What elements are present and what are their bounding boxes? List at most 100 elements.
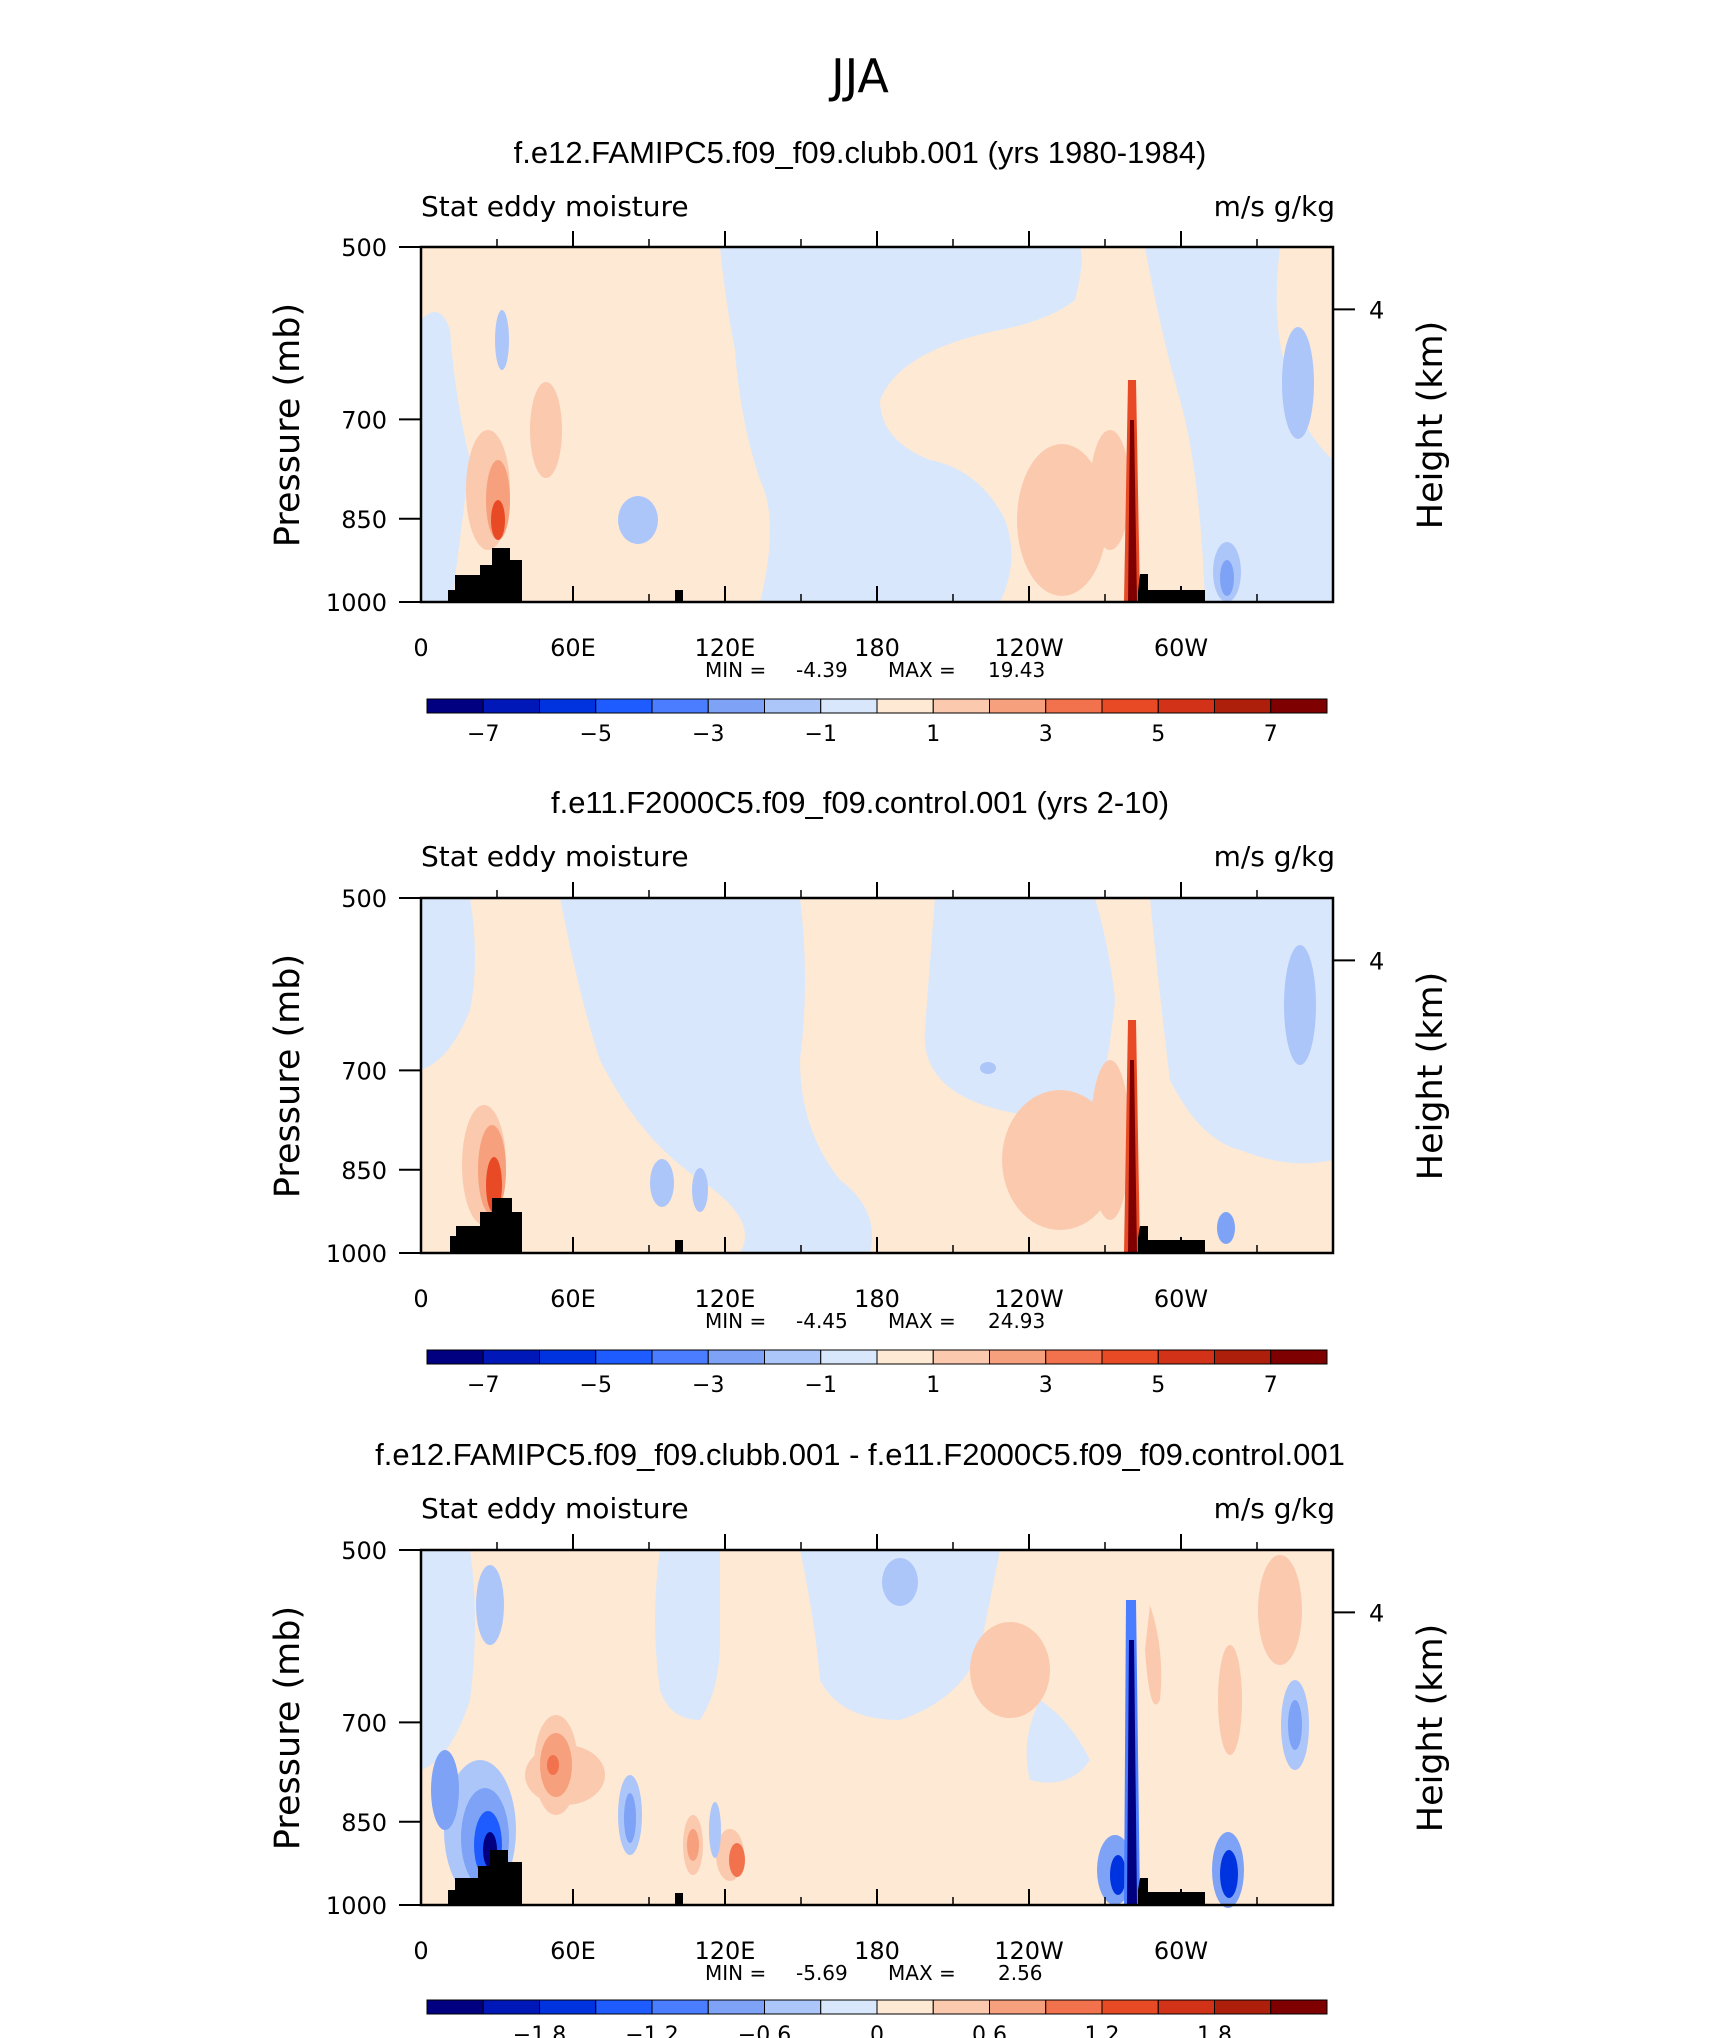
panel-2-right-label: m/s g/kg <box>1214 840 1335 873</box>
colorbar-label: 0.6 <box>972 2023 1007 2038</box>
panel-3-left-label: Stat eddy moisture <box>421 1492 689 1525</box>
x-tick-label: 180 <box>854 634 900 662</box>
y-right-tick-label: 4 <box>1369 947 1384 975</box>
panel-1-ylabel: Pressure (mb) <box>268 303 308 547</box>
panel-3-min-label: MIN = <box>705 1961 766 1985</box>
colorbar-swatch <box>1214 698 1272 714</box>
colorbar-swatch <box>1270 1349 1328 1365</box>
colorbar-swatch <box>764 1349 822 1365</box>
colorbar-label: −7 <box>467 1373 499 1398</box>
panel-1-right-label: m/s g/kg <box>1214 190 1335 223</box>
panel-3-y-axis: 500 700 850 1000 <box>326 1537 421 1920</box>
colorbar-swatch <box>932 1349 990 1365</box>
colorbar-swatch <box>539 1999 597 2015</box>
colorbar-swatch <box>820 1999 878 2015</box>
colorbar-swatch <box>1214 1349 1272 1365</box>
colorbar-swatch <box>482 1349 540 1365</box>
y-tick-label: 500 <box>341 1537 387 1565</box>
panel-3-max-value: 2.56 <box>998 1961 1043 1985</box>
colorbar-label: −5 <box>580 1373 612 1398</box>
colorbar-swatch <box>1157 1349 1215 1365</box>
colorbar-swatch <box>989 1349 1047 1365</box>
colorbar-label: 5 <box>1151 1373 1165 1398</box>
colorbar-swatch <box>820 698 878 714</box>
panel-2-field <box>421 898 1333 1253</box>
panel-1-max-label: MAX = <box>888 658 956 682</box>
colorbar-swatch <box>651 698 709 714</box>
y-tick-label: 1000 <box>326 589 387 617</box>
panel-3-min-value: -5.69 <box>796 1961 848 1985</box>
colorbar-swatch <box>820 1349 878 1365</box>
colorbar-swatch <box>1101 1999 1159 2015</box>
x-tick-label: 120W <box>994 1285 1064 1313</box>
panel-3: f.e12.FAMIPC5.f09_f09.clubb.001 - f.e11.… <box>268 1437 1451 2038</box>
colorbar-swatch <box>764 1999 822 2015</box>
panel-2-ylabel-right: Height (km) <box>1411 972 1451 1181</box>
panel-2-colorbar: −7 −5 −3 −1 1 3 5 7 <box>426 1349 1328 1398</box>
panel-1-colorbar: −7 −5 −3 −1 1 3 5 7 <box>426 698 1328 747</box>
colorbar-label: −0.6 <box>738 2023 791 2038</box>
x-tick-label: 60W <box>1154 634 1208 662</box>
x-tick-label: 0 <box>413 634 428 662</box>
panel-1-field <box>421 247 1333 602</box>
colorbar-swatch <box>539 698 597 714</box>
colorbar-swatch <box>651 1349 709 1365</box>
x-tick-label: 120W <box>994 634 1064 662</box>
colorbar-swatch <box>482 698 540 714</box>
colorbar-swatch <box>1270 1999 1328 2015</box>
colorbar-label: 3 <box>1039 1373 1053 1398</box>
x-tick-label: 60W <box>1154 1937 1208 1965</box>
panel-2-max-value: 24.93 <box>988 1309 1045 1333</box>
panel-3-title: f.e12.FAMIPC5.f09_f09.clubb.001 - f.e11.… <box>375 1437 1345 1472</box>
colorbar-swatch <box>707 698 765 714</box>
panel-1-title: f.e12.FAMIPC5.f09_f09.clubb.001 (yrs 198… <box>514 135 1207 170</box>
panel-2-x-axis: 0 60E 120E 180 120W 60W <box>413 882 1258 1313</box>
colorbar-swatch <box>426 1999 484 2015</box>
colorbar-label: −1.2 <box>625 2023 678 2038</box>
x-tick-label: 60E <box>550 1937 596 1965</box>
colorbar-label: −1 <box>805 722 837 747</box>
panel-2: f.e11.F2000C5.f09_f09.control.001 (yrs 2… <box>268 785 1451 1398</box>
y-tick-label: 850 <box>341 1157 387 1185</box>
panel-3-right-label: m/s g/kg <box>1214 1492 1335 1525</box>
y-tick-label: 1000 <box>326 1892 387 1920</box>
colorbar-swatch <box>595 1999 653 2015</box>
colorbar-swatch <box>932 698 990 714</box>
colorbar-label: 5 <box>1151 722 1165 747</box>
colorbar-swatch <box>1270 698 1328 714</box>
x-tick-label: 60W <box>1154 1285 1208 1313</box>
panel-3-ylabel-right: Height (km) <box>1411 1624 1451 1833</box>
colorbar-swatch <box>876 1349 934 1365</box>
colorbar-swatch <box>1157 698 1215 714</box>
x-tick-label: 180 <box>854 1937 900 1965</box>
x-tick-label: 60E <box>550 1285 596 1313</box>
colorbar-swatch <box>539 1349 597 1365</box>
panel-2-y-axis-right: 4 <box>1333 947 1384 975</box>
y-right-tick-label: 4 <box>1369 296 1384 324</box>
colorbar-swatch <box>1045 1349 1103 1365</box>
panel-2-left-label: Stat eddy moisture <box>421 840 689 873</box>
colorbar-swatch <box>989 698 1047 714</box>
panel-2-minmax: MIN = -4.45 MAX = 24.93 <box>705 1309 1045 1333</box>
colorbar-swatch <box>876 1999 934 2015</box>
x-tick-label: 60E <box>550 634 596 662</box>
colorbar-label: −3 <box>692 722 724 747</box>
x-tick-label: 120E <box>695 1285 756 1313</box>
y-tick-label: 700 <box>341 1057 387 1085</box>
colorbar-swatch <box>482 1999 540 2015</box>
panel-1-y-axis: 500 700 850 1000 <box>326 234 421 617</box>
colorbar-label: 1.8 <box>1197 2023 1232 2038</box>
panel-1-x-axis: 0 60E 120E 180 120W 60W <box>413 231 1258 662</box>
panel-1-min-label: MIN = <box>705 658 766 682</box>
panel-3-minmax: MIN = -5.69 MAX = 2.56 <box>705 1961 1043 1985</box>
colorbar-swatch <box>707 1999 765 2015</box>
y-right-tick-label: 4 <box>1369 1599 1384 1627</box>
page-title: JJA <box>828 49 889 103</box>
colorbar-label: 3 <box>1039 722 1053 747</box>
colorbar-swatch <box>426 698 484 714</box>
colorbar-label: 1.2 <box>1085 2023 1120 2038</box>
panel-3-colorbar: −1.8 −1.2 −0.6 0 0.6 1.2 1.8 <box>426 1999 1328 2038</box>
colorbar-swatch <box>1045 1999 1103 2015</box>
x-tick-label: 120E <box>695 634 756 662</box>
